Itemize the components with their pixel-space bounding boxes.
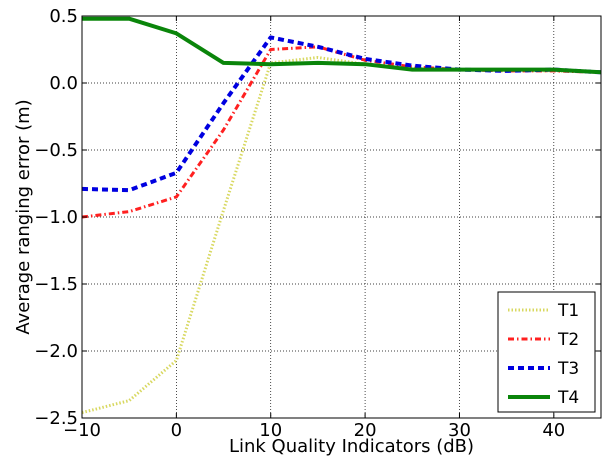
legend-box: [497, 291, 596, 413]
x-tick-label: −10: [63, 420, 101, 441]
y-tick-label: −0.5: [34, 140, 78, 161]
y-tick-label: 0.0: [49, 73, 78, 94]
plot-frame: [81, 15, 602, 419]
legend: T1 T2 T3 T4: [497, 291, 596, 413]
legend-label-t4: T4: [557, 388, 579, 408]
y-tick-label: −1.5: [34, 274, 78, 295]
tick-labels: −10 0 10 20 30 40 0.5 0.0 −0.5 −1.0 −1.5 −2.0 −2.5: [34, 6, 565, 441]
y-tick-label: −2.5: [34, 408, 78, 429]
y-tick-label: 0.5: [49, 6, 78, 27]
series-line-t4: [82, 16, 602, 75]
series-line-t3: [81, 35, 602, 193]
x-axis-title: Link Quality Indicators (dB): [229, 436, 474, 457]
x-tick-label: 40: [542, 420, 565, 441]
y-tick-label: −1.0: [34, 207, 78, 228]
y-axis-title: Average ranging error (m): [13, 99, 34, 334]
x-tick-label: 20: [354, 420, 377, 441]
y-tick-label: −2.0: [34, 341, 78, 362]
legend-label-t3: T3: [557, 359, 579, 379]
series-line-t1: [81, 56, 602, 415]
legend-label-t1: T1: [557, 301, 579, 321]
x-tick-label: 30: [448, 420, 471, 441]
x-tick-label: 0: [171, 420, 182, 441]
series-lines: [81, 16, 602, 415]
legend-label-t2: T2: [557, 330, 579, 350]
x-tick-label: 10: [259, 420, 282, 441]
